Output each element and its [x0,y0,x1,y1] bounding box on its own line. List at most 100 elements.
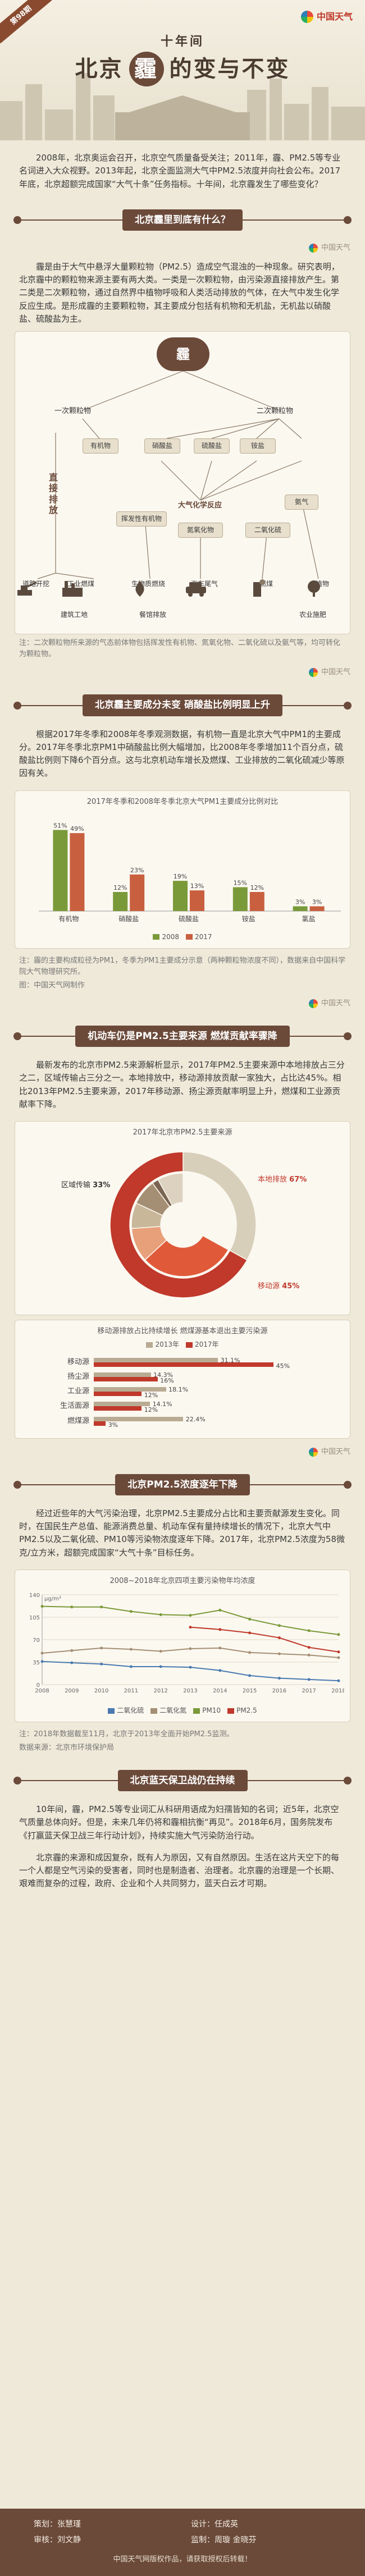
component-so2: 二氧化硫 [245,523,290,538]
line-series-2 [42,1605,339,1635]
haze-composition-diagram: 霾 一次颗粒物 二次颗粒物 直接排放 有机物 硝酸盐 硫酸盐 铵盐 大气化学反应… [15,331,350,635]
bar-2017-2 [190,890,204,911]
chart-title: 2017年冬季和2008年冬季北京大气PM1主要成分比例对比 [86,797,279,806]
hbar-row: 工业源 18.1% 12% [28,1386,337,1399]
watermark: 中国天气 [0,664,365,681]
hbar-2017年-0 [94,1362,274,1367]
bar-2008-1 [113,891,128,911]
line-chart-svg: 0 35 70 105 140 2008 2009 2010 2011 2012 2013 2014 2… [29,1593,346,1694]
brand-logo: 中国天气 [300,10,353,24]
x-tick-label: 2013 [183,1688,197,1694]
bar-category-label: 硫酸盐 [179,914,199,923]
pie-label-mobile: 移动源 45% [258,1282,300,1291]
hbar-category-label: 移动源 [67,1357,89,1366]
x-tick-label: 2012 [153,1688,167,1694]
car-icon [186,582,206,597]
component-sulfate: 硫酸盐 [194,438,230,454]
tree-icon [308,580,320,597]
line-legend-item: PM10 [193,1705,221,1716]
pie-title: 2017年北京市PM2.5主要来源 [133,1128,232,1137]
bar-value-label: 13% [190,882,204,890]
bar-category-label: 氯盐 [302,915,316,923]
factory-icon [62,581,83,597]
section4-note: 注：2018年数据截至11月，北京于2013年全面开始PM2.5监测。 [19,1729,234,1738]
section3-title: 机动车仍是PM2.5主要来源 燃煤贡献率骤降 [75,1025,290,1047]
source-coal: 燃煤 [245,579,287,597]
title-block: 十年间 北京 霾 的变与不变 [0,33,365,87]
pie-inner-slice-0 [144,1235,229,1277]
brand-dot-icon [300,11,313,24]
skyline-illustration [0,73,365,140]
bar-value-label: 23% [130,867,144,874]
section5-paragraph-1: 10年间，霾，PM2.5等专业词汇从科研用语成为妇孺皆知的名词；近5年，北京空气… [19,1804,339,1841]
bar-2008-4 [293,906,308,911]
footer: 策划：张慧瑾 设计：任成英 审核：刘文静 监制：周璇 金晓芬 中国天气网版权作品… [0,2509,365,2576]
section5-paragraph-2: 北京霾的来源和成因复杂，既有人为原因，又有自然原因。生活在这片天空下的每一个人都… [19,1852,340,1889]
header: 第98期 中国天气 十 [0,0,365,140]
chem-reaction-label: 大气化学反应 [178,501,222,510]
y-tick-label: 0 [36,1682,40,1689]
component-nitrate: 硝酸盐 [144,438,180,454]
bar-2008-3 [232,887,248,911]
bar-value-label: 49% [70,825,84,832]
pm25-source-pie: 2017年北京市PM2.5主要来源 区域传输 33% 本地排放 67% 移动源 … [15,1121,350,1316]
bar-category-label: 铵盐 [242,914,256,923]
credit-plan: 策划：张慧瑾 [34,2520,81,2529]
hbar-2017年-1 [94,1377,158,1382]
x-tick-label: 2014 [213,1688,227,1694]
diagram-connectors [37,370,319,579]
hbar-row: 扬尘源 14.3% 16% [28,1371,337,1384]
pie-label-regional: 区域传输 33% [61,1181,111,1190]
x-tick-label: 2016 [272,1688,286,1694]
line-legend-item: PM2.5 [227,1705,257,1716]
section1-note: 注：二次颗粒物所来源的气态前体物包括挥发性有机物、氮氧化物、二氧化硫以及氨气等，… [19,639,341,659]
pollutant-line-chart: 2008~2018年北京四项主要污染物年均浓度 0 35 70 105 140 2008 2… [15,1569,350,1722]
section4-paragraph: 经过近些年的大气污染治理，北京PM2.5主要成分占比和主要贡献源发生变化。同时，… [19,1508,345,1558]
secondary-particles-label: 二次颗粒物 [257,407,294,416]
hbar-2013年-2 [94,1387,166,1392]
pm1-composition-chart: 2017年冬季和2008年冬季北京大气PM1主要成分比例对比 51% 49% 有机物… [15,790,350,949]
section5-heading: 北京蓝天保卫战仍在持续 [13,1769,352,1792]
legend-2008: 2008 [153,932,179,942]
component-ammonium: 铵盐 [240,438,276,454]
source-restaurant: 餐馆排放 [139,611,166,619]
hbar-value-label: 31.1% [220,1357,240,1365]
bar-legend: 2008 2017 [22,932,343,942]
chimney-icon [253,579,265,597]
hbar-2013年-4 [94,1416,184,1421]
haze-core-badge: 霾 [157,337,209,372]
line-chart-title: 2008~2018年北京四项主要污染物年均浓度 [110,1576,256,1585]
watermark: 中国天气 [0,995,365,1013]
hbar-title: 移动源排放占比持续增长 燃煤源基本退出主要污染源 [97,1327,268,1336]
hbar-track: 14.3% 16% [94,1371,337,1384]
hbar-value-label: 18.1% [168,1386,189,1394]
hbar-2013年-3 [94,1402,150,1407]
line-series-0 [42,1660,339,1682]
legend-2017: 2017年 [186,1339,219,1350]
y-tick-label: 105 [29,1615,40,1621]
bar-value-label: 3% [295,898,305,905]
watermark: 中国天气 [0,239,365,257]
bar-category-label: 硝酸盐 [118,914,139,923]
bar-value-label: 12% [250,884,264,891]
section2-heading: 北京霾主要成分未变 硝酸盐比例明显上升 [13,694,352,717]
bar-2017-0 [70,832,85,911]
hbar-track: 22.4% 3% [94,1416,337,1429]
hbar-value-label: 14.3% [153,1371,174,1379]
pie-outer-slice-0 [182,1151,257,1261]
bar-value-label: 12% [113,884,127,891]
hbar-category-label: 扬尘源 [67,1372,89,1381]
excavator-icon [17,581,37,596]
title-haze-char: 霾 [129,52,164,87]
fire-icon [135,581,144,597]
page-title: 北京 霾 的变与不变 [75,52,290,87]
brand-dot-icon [308,999,318,1009]
bar-2017-1 [130,874,145,911]
copyright-note: 中国天气网版权作品，请获取授权后转载！ [113,2555,252,2564]
y-tick-label: 70 [33,1637,40,1644]
section2-title: 北京霾主要成分未变 硝酸盐比例明显上升 [83,694,282,716]
line-point-3-10 [337,1650,340,1654]
source-road: 道路开挖 [15,579,57,596]
x-tick-label: 2008 [35,1688,49,1694]
